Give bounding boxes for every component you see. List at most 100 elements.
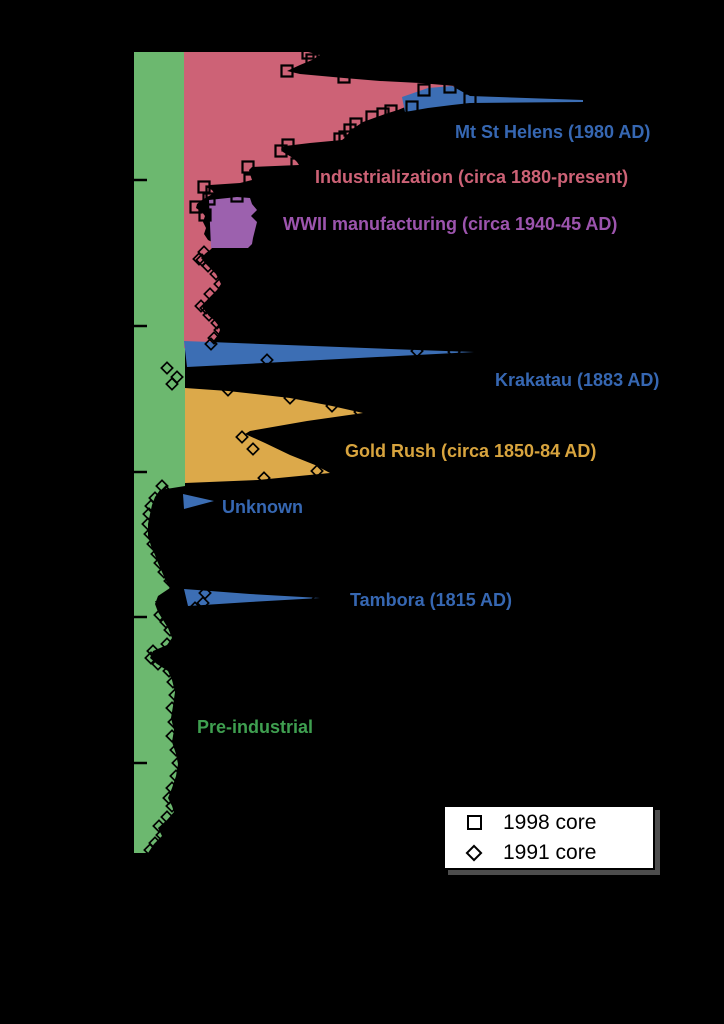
wwii-label: WWII manufacturing (circa 1940-45 AD) xyxy=(283,214,618,234)
data-point-diamond-marker xyxy=(196,596,210,610)
y-axis-tick xyxy=(134,470,147,474)
data-point-diamond-marker xyxy=(194,299,208,313)
data-point-diamond-marker xyxy=(165,799,179,813)
gold-rush-label: Gold Rush (circa 1850-84 AD) xyxy=(345,441,597,461)
legend: 1998 core 1991 core xyxy=(443,805,655,870)
y-axis-tick xyxy=(134,615,147,619)
data-point-diamond-marker xyxy=(169,743,183,757)
data-point-diamond-marker xyxy=(188,601,202,615)
data-point-square-marker xyxy=(305,53,319,67)
region-unknown xyxy=(183,494,214,509)
data-point-diamond-marker xyxy=(171,756,185,770)
region-krakatau xyxy=(184,341,474,367)
data-point-diamond-marker xyxy=(165,377,179,391)
data-point-square-marker xyxy=(290,157,304,171)
y-axis-tick xyxy=(134,178,147,182)
data-point-square-marker xyxy=(189,200,203,214)
data-point-diamond-marker xyxy=(310,464,324,478)
data-point-diamond-marker xyxy=(210,316,224,330)
data-point-square-marker xyxy=(280,64,294,78)
data-point-diamond-marker xyxy=(143,527,157,541)
legend-label: 1991 core xyxy=(503,841,597,864)
data-point-diamond-marker xyxy=(246,442,260,456)
data-point-square-marker xyxy=(241,160,255,174)
data-point-square-marker xyxy=(405,100,419,114)
data-point-diamond-marker xyxy=(157,565,171,579)
data-point-square-marker xyxy=(443,80,457,94)
data-point-diamond-marker xyxy=(141,517,155,531)
data-point-diamond-marker xyxy=(311,592,325,606)
data-point-diamond-marker xyxy=(325,399,339,413)
data-point-diamond-marker xyxy=(213,277,227,291)
diamond-icon xyxy=(465,844,483,861)
industrialization-label: Industrialization (circa 1880-present) xyxy=(315,167,629,187)
data-point-diamond-marker xyxy=(203,287,217,301)
data-point-diamond-marker xyxy=(221,383,235,397)
data-point-square-marker xyxy=(337,70,351,84)
data-point-diamond-marker xyxy=(204,337,218,351)
region-tambora xyxy=(184,589,320,606)
region-industrialization xyxy=(184,52,455,348)
data-point-diamond-marker xyxy=(143,843,157,857)
data-point-square-marker xyxy=(230,189,244,203)
data-point-diamond-marker xyxy=(257,471,271,485)
data-point-square-marker xyxy=(202,192,216,206)
y-axis-tick xyxy=(134,324,147,328)
data-point-diamond-marker xyxy=(199,301,213,315)
square-icon xyxy=(466,815,482,830)
data-point-diamond-marker xyxy=(447,345,461,359)
data-point-diamond-marker xyxy=(162,664,176,678)
data-point-diamond-marker xyxy=(235,430,249,444)
data-point-diamond-marker xyxy=(165,729,179,743)
data-point-square-marker xyxy=(243,173,257,187)
data-point-square-marker xyxy=(365,110,379,124)
data-point-diamond-marker xyxy=(410,344,424,358)
data-point-square-marker xyxy=(463,92,477,106)
krakatau-label: Krakatau (1883 AD) xyxy=(495,370,660,390)
data-point-diamond-marker xyxy=(198,586,212,600)
data-point-diamond-marker xyxy=(153,556,167,570)
square-marker-icon xyxy=(445,815,503,830)
data-point-square-marker xyxy=(384,104,398,118)
data-point-diamond-marker xyxy=(159,485,173,499)
data-point-diamond-marker xyxy=(283,391,297,405)
data-point-diamond-marker xyxy=(202,308,216,322)
data-point-diamond-marker xyxy=(167,715,181,729)
data-point-diamond-marker xyxy=(353,405,367,419)
data-point-diamond-marker xyxy=(169,769,183,783)
region-pre-industrial-band xyxy=(134,52,185,853)
data-point-diamond-marker xyxy=(166,675,180,689)
data-point-diamond-marker xyxy=(142,507,156,521)
data-point-diamond-marker xyxy=(155,828,169,842)
data-point-diamond-marker xyxy=(207,331,221,345)
data-point-square-marker xyxy=(301,46,315,60)
data-point-square-marker xyxy=(205,185,219,199)
data-point-diamond-marker xyxy=(160,361,174,375)
y-axis-tick xyxy=(134,761,147,765)
mt-st-helens-label: Mt St Helens (1980 AD) xyxy=(455,122,651,142)
legend-label: 1998 core xyxy=(503,811,597,834)
region-gold-rush xyxy=(185,388,363,483)
tambora-label: Tambora (1815 AD) xyxy=(350,590,513,610)
data-point-diamond-marker xyxy=(260,353,274,367)
data-point-diamond-marker xyxy=(163,574,177,588)
pre-industrial-label: Pre-industrial xyxy=(197,717,314,737)
diamond-marker-icon xyxy=(445,844,503,861)
legend-entry: 1998 core xyxy=(445,810,653,836)
data-point-diamond-marker xyxy=(165,781,179,795)
data-point-square-marker xyxy=(333,132,347,146)
data-point-diamond-marker xyxy=(169,581,183,595)
data-point-diamond-marker xyxy=(160,810,174,824)
data-point-square-marker xyxy=(274,144,288,158)
unknown-label: Unknown xyxy=(222,497,303,517)
data-point-diamond-marker xyxy=(165,701,179,715)
data-point-diamond-marker xyxy=(163,623,177,637)
data-point-diamond-marker xyxy=(155,479,169,493)
data-point-diamond-marker xyxy=(151,657,165,671)
data-point-square-marker xyxy=(417,83,431,97)
region-unattributed-wedge xyxy=(155,601,318,616)
data-point-diamond-marker xyxy=(144,651,158,665)
data-point-diamond-marker xyxy=(209,267,223,281)
